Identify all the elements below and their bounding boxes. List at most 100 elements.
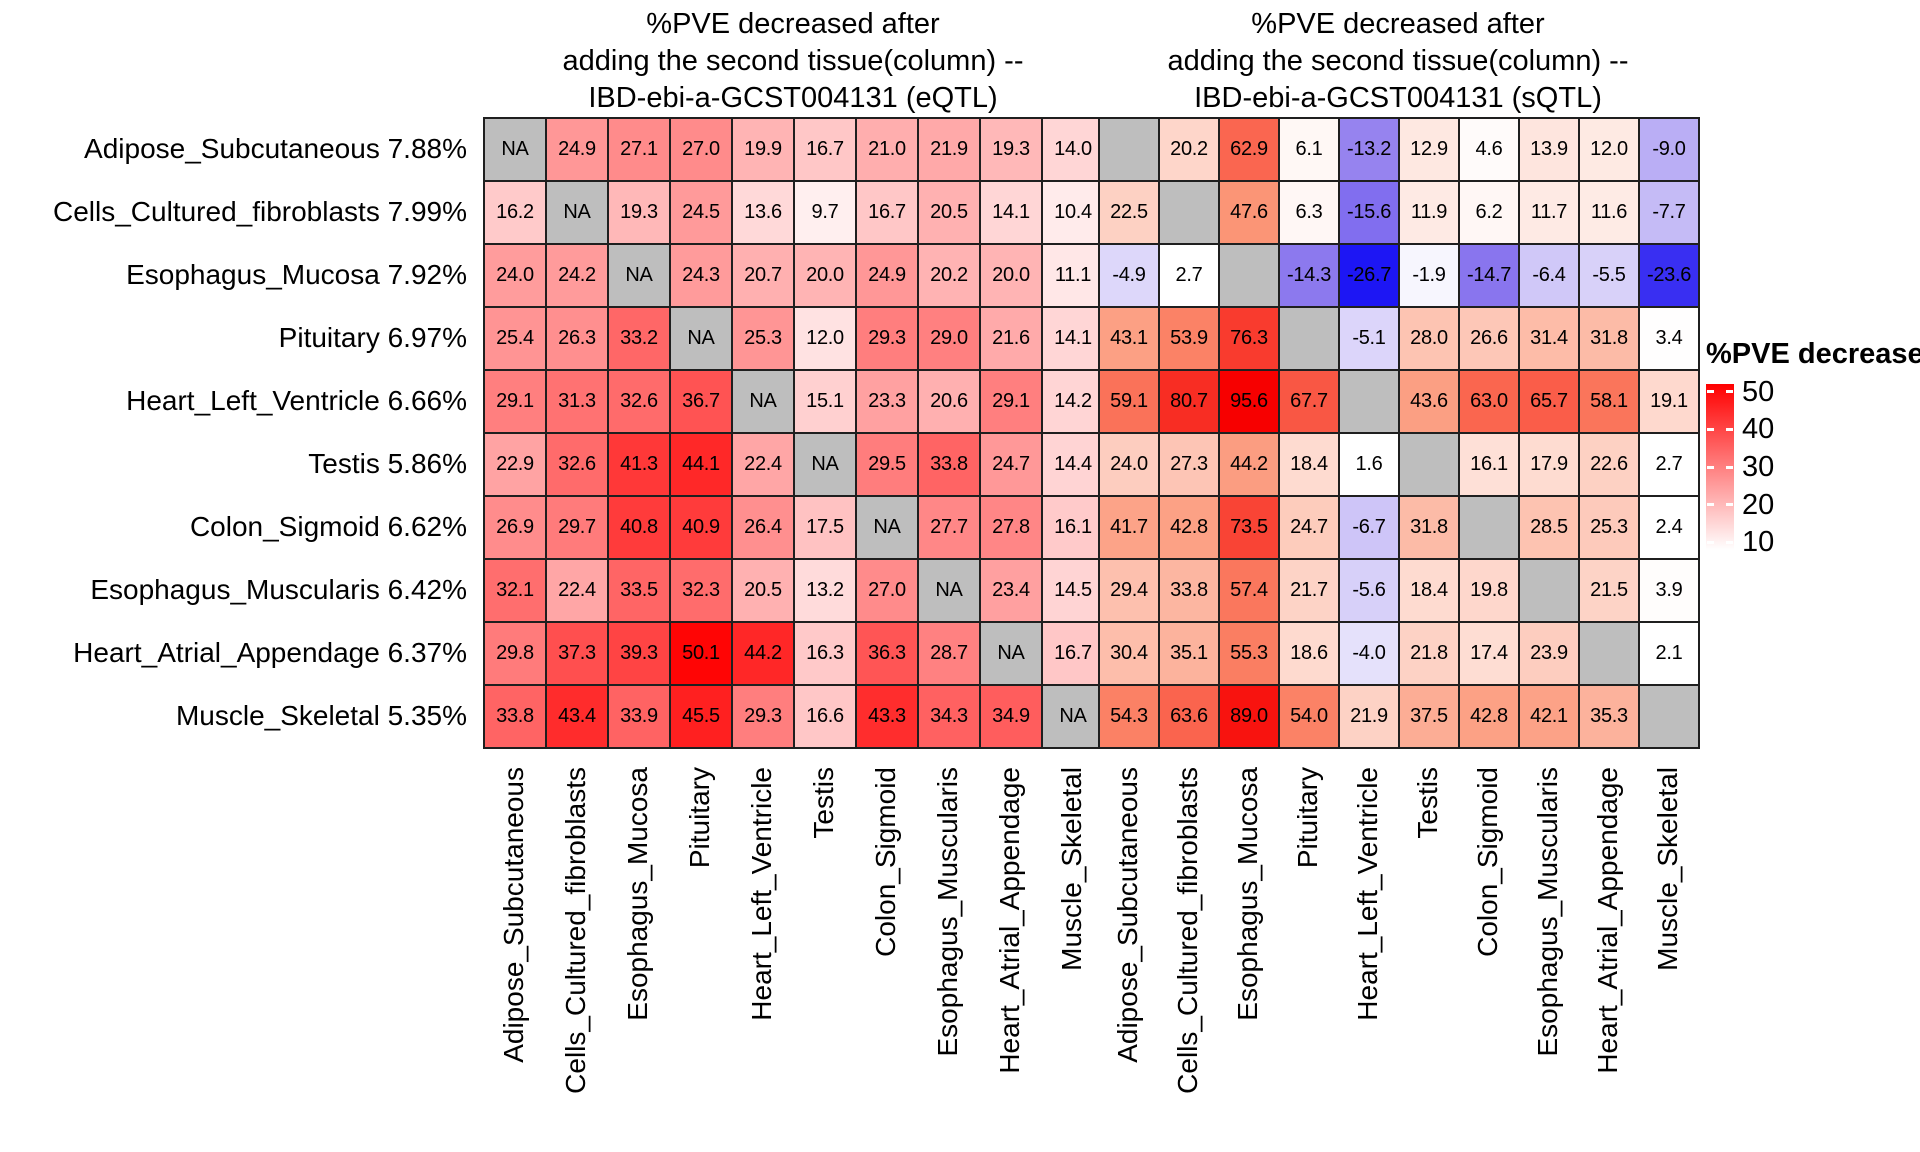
heatmap-cell: 34.9	[980, 685, 1042, 748]
heatmap-cell: 45.5	[670, 685, 732, 748]
heatmap-cell: 33.8	[1159, 559, 1219, 622]
heatmap-cell-na	[1459, 496, 1519, 559]
heatmap-grid-sqtl: 20.2 62.9 6.1 -13.2 12.9 4.6 13.9 12.0 -9.0 22.5 4…	[1098, 117, 1700, 749]
col-label: Adipose_Subcutaneous	[498, 767, 530, 1063]
heatmap-cell: 9.7	[794, 181, 856, 244]
heatmap-cell: 21.5	[1579, 559, 1639, 622]
heatmap-cell: 17.9	[1519, 433, 1579, 496]
heatmap-cell: 26.6	[1459, 307, 1519, 370]
heatmap-cell: 26.4	[732, 496, 794, 559]
heatmap-cell-na	[1099, 118, 1159, 181]
heatmap-cell: 58.1	[1579, 370, 1639, 433]
heatmap-cell: 62.9	[1219, 118, 1279, 181]
heatmap-cell: 1.6	[1339, 433, 1399, 496]
col-label-slot: Heart_Left_Ventricle	[1338, 767, 1398, 1152]
heatmap-cell: 44.2	[732, 622, 794, 685]
heatmap-cell: 44.1	[670, 433, 732, 496]
heatmap-cell: 44.2	[1219, 433, 1279, 496]
heatmap-cell: 3.4	[1639, 307, 1699, 370]
heatmap-cell: -4.0	[1339, 622, 1399, 685]
heatmap-cell: 20.2	[918, 244, 980, 307]
heatmap-cell-na: NA	[608, 244, 670, 307]
row-label: Pituitary 6.97%	[278, 322, 467, 353]
heatmap-cell: -4.9	[1099, 244, 1159, 307]
row-label: Esophagus_Muscularis 6.42%	[90, 574, 467, 605]
col-label: Heart_Atrial_Appendage	[1592, 767, 1624, 1074]
heatmap-cell: 24.5	[670, 181, 732, 244]
heatmap-cell: 27.8	[980, 496, 1042, 559]
heatmap-cell: 89.0	[1219, 685, 1279, 748]
heatmap-cell: 34.3	[918, 685, 980, 748]
heatmap-cell: 28.7	[918, 622, 980, 685]
heatmap-cell: 13.6	[732, 181, 794, 244]
col-label-slot: Heart_Left_Ventricle	[731, 767, 793, 1152]
legend-tick-dash	[1726, 465, 1733, 469]
row-label: Muscle_Skeletal 5.35%	[175, 700, 467, 731]
heatmap-cell: 41.3	[608, 433, 670, 496]
legend-tick-label: 20	[1742, 488, 1775, 521]
heatmap-cell: 37.3	[546, 622, 608, 685]
heatmap-cell: 22.5	[1099, 181, 1159, 244]
panel-title-line: %PVE decreased after	[646, 8, 940, 40]
col-label-slot: Heart_Atrial_Appendage	[979, 767, 1041, 1152]
heatmap-cell: -14.7	[1459, 244, 1519, 307]
heatmap-cell: 65.7	[1519, 370, 1579, 433]
heatmap-cell-na	[1519, 559, 1579, 622]
row-label: Heart_Left_Ventricle 6.66%	[126, 385, 467, 416]
heatmap-cell: 2.7	[1639, 433, 1699, 496]
legend-tick-label: 50	[1742, 375, 1775, 408]
heatmap-cell: 4.6	[1459, 118, 1519, 181]
heatmap-cell: 31.3	[546, 370, 608, 433]
heatmap-cell: 3.9	[1639, 559, 1699, 622]
heatmap-cell: 33.8	[484, 685, 546, 748]
col-label-slot: Esophagus_Muscularis	[1518, 767, 1578, 1152]
heatmap-cell-na: NA	[670, 307, 732, 370]
col-label: Pituitary	[1292, 767, 1324, 869]
heatmap-cell: 25.3	[1579, 496, 1639, 559]
heatmap-cell: 21.9	[918, 118, 980, 181]
heatmap-cell: 53.9	[1159, 307, 1219, 370]
heatmap-cell: 33.2	[608, 307, 670, 370]
heatmap-cell: 30.4	[1099, 622, 1159, 685]
row-axis-labels: Adipose_Subcutaneous 7.88% Cells_Cultured…	[0, 117, 474, 747]
heatmap-cell: -26.7	[1339, 244, 1399, 307]
heatmap-cell: 15.1	[794, 370, 856, 433]
col-label-slot: Adipose_Subcutaneous	[483, 767, 545, 1152]
heatmap-cell: 27.1	[608, 118, 670, 181]
heatmap-cell: 26.3	[546, 307, 608, 370]
heatmap-panel-eqtl: %PVE decreased after adding the second ti…	[483, 6, 1105, 1152]
legend-tick-label: 10	[1742, 526, 1775, 559]
row-label: Testis 5.86%	[308, 448, 467, 479]
heatmap-cell: 32.6	[546, 433, 608, 496]
col-label: Esophagus_Muscularis	[932, 767, 964, 1057]
heatmap-cell: 11.7	[1519, 181, 1579, 244]
heatmap-cell: 47.6	[1219, 181, 1279, 244]
heatmap-cell: -9.0	[1639, 118, 1699, 181]
legend-tick-dash	[1707, 503, 1714, 507]
heatmap-cell: 16.1	[1042, 496, 1104, 559]
col-label-slot: Colon_Sigmoid	[855, 767, 917, 1152]
heatmap-cell: 27.3	[1159, 433, 1219, 496]
legend-tick-dash	[1726, 390, 1733, 394]
panel-title-sqtl: %PVE decreased after adding the second ti…	[1098, 6, 1698, 117]
heatmap-cell: 11.9	[1399, 181, 1459, 244]
heatmap-cell: 29.5	[856, 433, 918, 496]
legend-tick-dash	[1726, 427, 1733, 431]
heatmap-cell: 41.7	[1099, 496, 1159, 559]
row-label: Cells_Cultured_fibroblasts 7.99%	[53, 196, 467, 227]
heatmap-cell: 39.3	[608, 622, 670, 685]
heatmap-cell: 24.9	[546, 118, 608, 181]
heatmap-cell-na: NA	[918, 559, 980, 622]
heatmap-cell: 21.8	[1399, 622, 1459, 685]
panel-title-eqtl: %PVE decreased after adding the second ti…	[483, 6, 1103, 117]
heatmap-cell: 21.6	[980, 307, 1042, 370]
heatmap-cell: 21.9	[1339, 685, 1399, 748]
legend-tick-dash	[1707, 540, 1714, 544]
heatmap-cell: 31.8	[1579, 307, 1639, 370]
heatmap-cell: 14.5	[1042, 559, 1104, 622]
heatmap-cell: 16.1	[1459, 433, 1519, 496]
heatmap-cell: 6.1	[1279, 118, 1339, 181]
col-label-slot: Pituitary	[669, 767, 731, 1152]
col-label-slot: Esophagus_Mucosa	[1218, 767, 1278, 1152]
heatmap-grid-eqtl: NA 24.9 27.1 27.0 19.9 16.7 21.0 21.9 19.3 14.0 16…	[483, 117, 1105, 749]
